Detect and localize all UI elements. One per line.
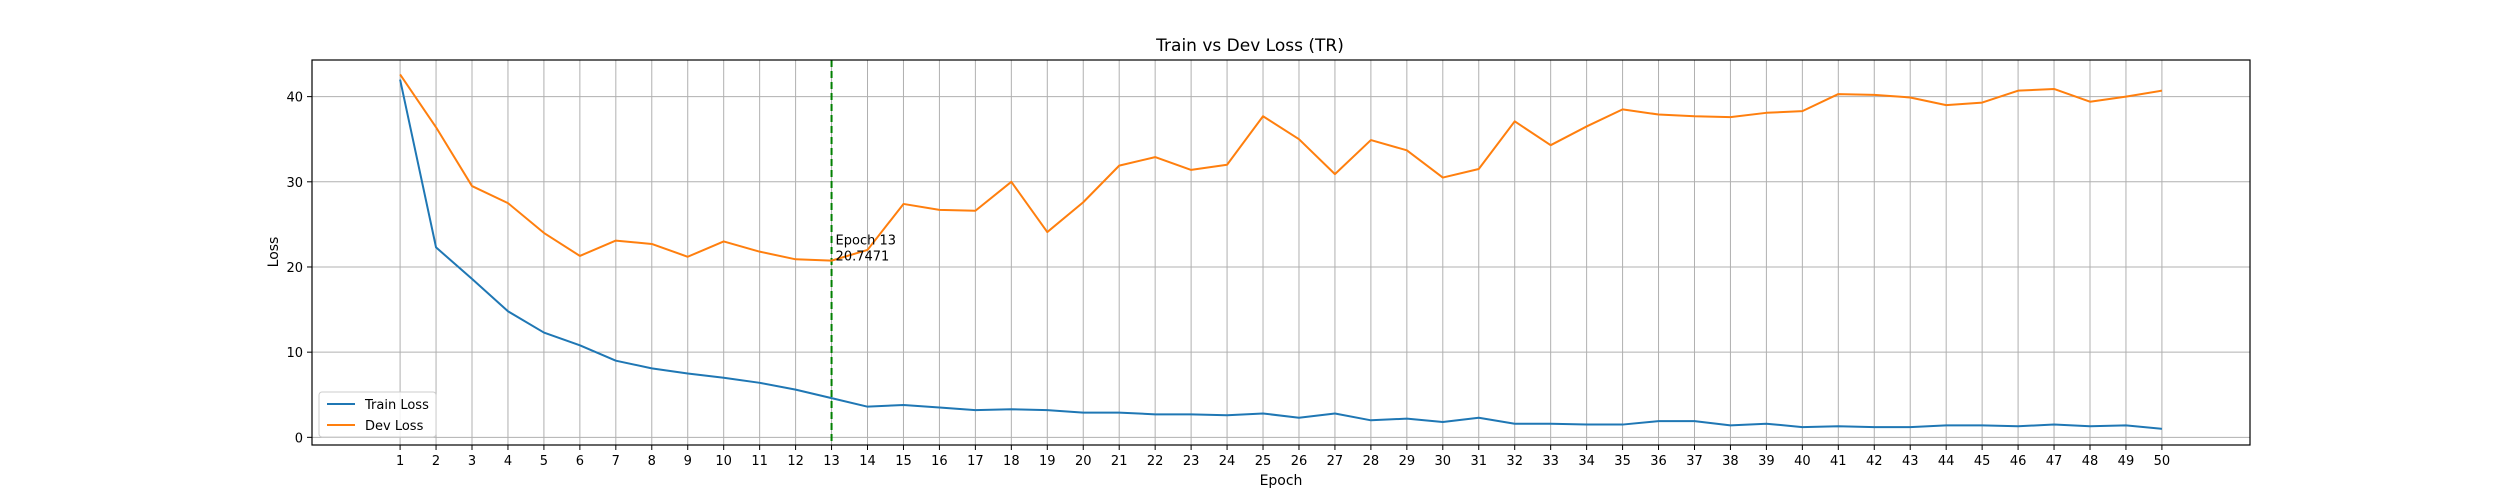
x-tick-label: 47 [2046,454,2063,469]
plot-area-frame [311,59,2251,446]
x-tick-label: 13 [823,454,840,469]
best-epoch-annotation: Epoch 13 20.7471 [836,234,896,265]
chart-title: Train vs Dev Loss (TR) [1155,36,1344,56]
x-tick-label: 46 [2010,454,2027,469]
x-tick-label: 32 [1506,454,1523,469]
x-tick-label: 28 [1363,454,1380,469]
x-tick-label: 16 [931,454,948,469]
x-tick-label: 10 [715,454,732,469]
legend-label-dev-loss: Dev Loss [365,419,424,434]
x-tick-label: 50 [2154,454,2171,469]
x-tick-label: 31 [1470,454,1487,469]
x-tick-label: 12 [787,454,804,469]
x-tick-label: 34 [1578,454,1595,469]
x-tick-label: 21 [1111,454,1128,469]
x-tick-label: 35 [1614,454,1631,469]
x-tick-label: 11 [751,454,768,469]
x-tick-label: 26 [1291,454,1308,469]
x-tick-label: 5 [540,454,548,469]
series-line-train-loss [399,79,2163,430]
x-tick-label: 27 [1327,454,1344,469]
x-tick-label: 37 [1686,454,1703,469]
x-tick-label: 7 [612,454,620,469]
annotation-value-text: 20.7471 [836,250,890,265]
x-tick-label: 49 [2118,454,2135,469]
x-tick-label: 29 [1399,454,1416,469]
x-tick-label: 15 [895,454,912,469]
x-tick-label: 48 [2082,454,2099,469]
x-tick-label: 9 [684,454,692,469]
x-tick-label: 33 [1542,454,1559,469]
x-tick-label: 22 [1147,454,1164,469]
x-tick-label: 44 [1938,454,1955,469]
annotation-epoch-text: Epoch 13 [836,234,896,249]
x-tick-label: 4 [504,454,512,469]
x-tick-label: 14 [859,454,876,469]
x-tick-label: 36 [1650,454,1667,469]
x-axis-label: Epoch [1260,473,1303,489]
x-tick-label: 30 [1435,454,1452,469]
y-tick-label: 10 [286,346,303,361]
x-tick-label: 24 [1219,454,1236,469]
y-axis-ticks: 0 10 20 30 40 [286,91,312,446]
x-tick-label: 1 [396,454,404,469]
x-tick-label: 17 [967,454,984,469]
series-line-dev-loss [399,73,2163,262]
x-tick-label: 45 [1974,454,1991,469]
grid-lines [312,60,2250,445]
x-tick-label: 25 [1255,454,1272,469]
x-tick-label: 2 [432,454,440,469]
y-tick-label: 20 [286,261,303,276]
x-tick-label: 39 [1758,454,1775,469]
legend: Train Loss Dev Loss [318,391,437,438]
y-tick-label: 0 [295,431,303,446]
x-tick-label: 6 [576,454,584,469]
y-tick-label: 30 [286,176,303,191]
y-axis-label: Loss [266,237,282,268]
x-tick-label: 19 [1039,454,1056,469]
legend-label-train-loss: Train Loss [364,398,429,413]
series-lines [399,73,2163,430]
x-tick-label: 40 [1794,454,1811,469]
x-tick-label: 23 [1183,454,1200,469]
x-tick-label: 18 [1003,454,1020,469]
x-tick-label: 20 [1075,454,1092,469]
x-tick-label: 8 [648,454,656,469]
x-tick-label: 43 [1902,454,1919,469]
x-tick-label: 3 [468,454,476,469]
x-tick-label: 41 [1830,454,1847,469]
x-tick-label: 38 [1722,454,1739,469]
y-tick-label: 40 [286,91,303,106]
x-axis-ticks: 1 2 3 4 5 6 7 8 9 10 11 12 13 14 15 16 17 18 19 20 21 22 23 24 2… [396,445,2170,469]
x-tick-label: 42 [1866,454,1883,469]
